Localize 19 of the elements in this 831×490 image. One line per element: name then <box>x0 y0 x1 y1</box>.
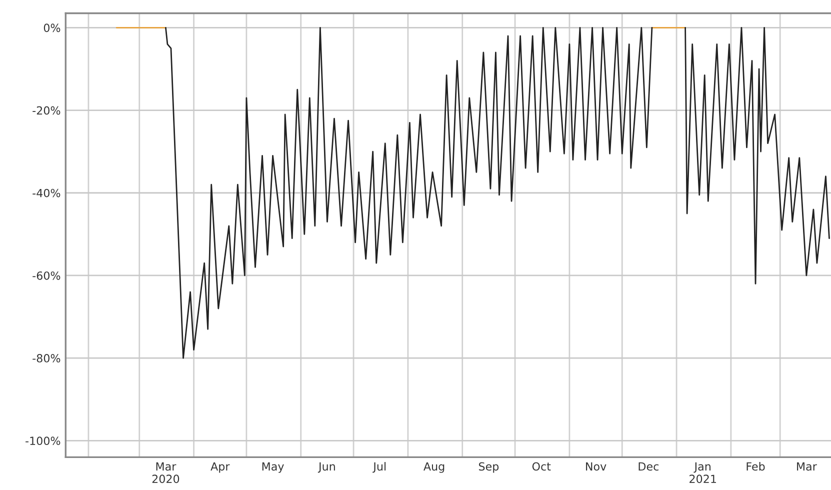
x-tick-label: Feb <box>746 462 765 471</box>
x-tick-label: Sep <box>478 462 499 473</box>
x-tick-label: May <box>262 462 284 473</box>
y-tick-label: -20% <box>32 106 60 115</box>
x-tick-label: Mar <box>797 462 817 471</box>
x-tick-label: Aug <box>424 462 444 473</box>
x-tick-label: Oct <box>532 462 551 471</box>
y-tick-label: -60% <box>32 271 60 280</box>
x-tick-label: Jun <box>318 462 335 473</box>
x-tick-label: Dec <box>638 462 658 471</box>
x-tick-label: Mar 2020 <box>152 462 180 484</box>
y-tick-label: -40% <box>32 188 60 198</box>
x-tick-label: Jan 2021 <box>690 462 716 484</box>
y-tick-label: 0% <box>44 24 60 32</box>
x-tick-label: Nov <box>586 462 606 471</box>
y-tick-label: -100% <box>26 436 60 446</box>
y-tick-label: -80% <box>32 354 60 362</box>
x-tick-label: Apr <box>210 462 230 473</box>
x-tick-label: Jul <box>372 462 386 473</box>
